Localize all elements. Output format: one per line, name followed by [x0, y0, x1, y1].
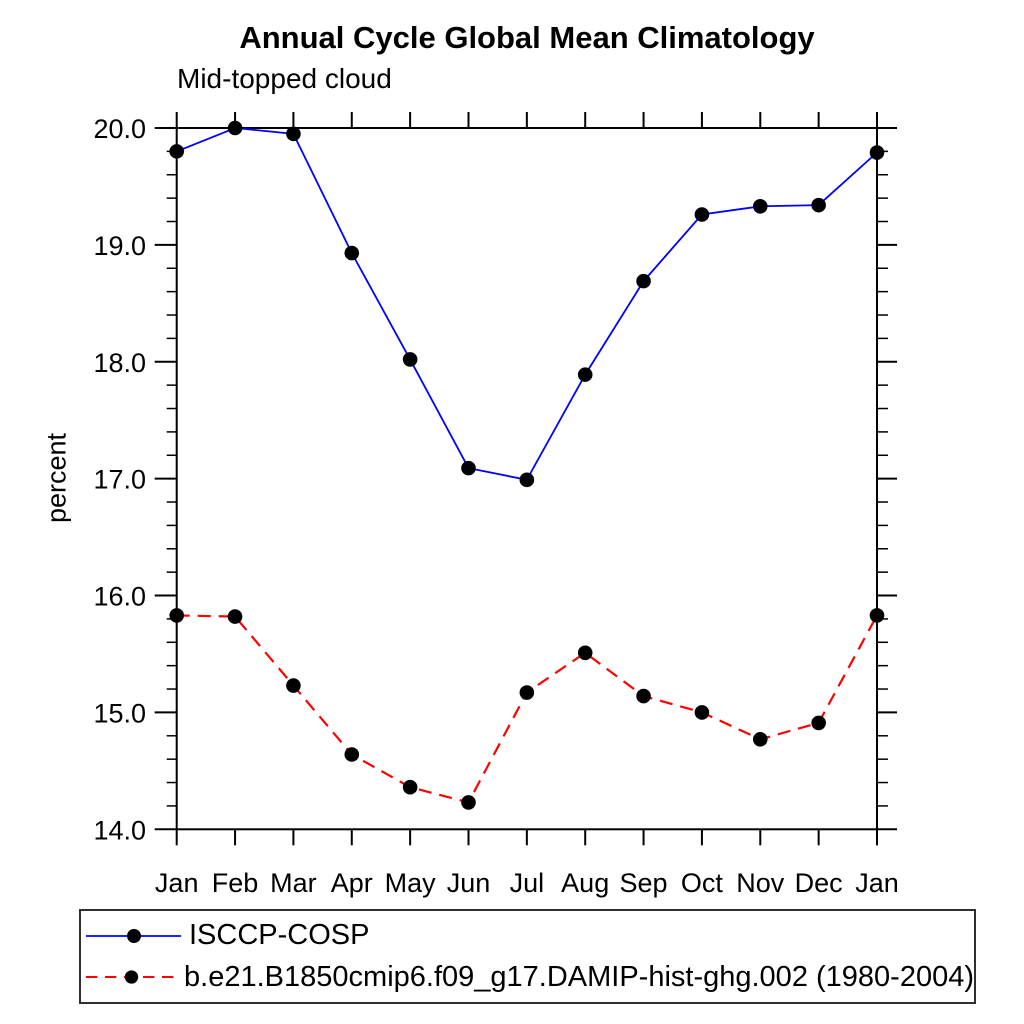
- legend-sample-marker: [124, 970, 139, 984]
- data-point-marker: [344, 245, 360, 261]
- legend-solid-line-sample-icon: [86, 928, 181, 943]
- x-tick-label: Jun: [447, 868, 491, 898]
- data-point-marker: [636, 273, 651, 289]
- legend-dashed-line-sample-icon: [85, 970, 177, 984]
- x-tick-label: Mar: [270, 868, 317, 898]
- x-tick-label: May: [385, 868, 437, 898]
- data-point-marker: [752, 731, 768, 747]
- legend-item-model-run: b.e21.B1850cmip6.f09_g17.DAMIP-hist-ghg.…: [84, 960, 974, 994]
- y-tick-label: 18.0: [93, 348, 146, 378]
- x-tick-label: Oct: [681, 868, 724, 898]
- data-point-marker: [402, 779, 418, 795]
- y-tick-label: 15.0: [93, 698, 146, 728]
- y-tick-label: 20.0: [93, 114, 146, 144]
- data-point-marker: [461, 795, 476, 810]
- y-tick-label: 19.0: [93, 231, 146, 261]
- legend-box: ISCCP-COSP b.e21.B1850cmip6.f09_g17.DAMI…: [79, 909, 976, 1004]
- data-point-marker: [694, 207, 710, 222]
- legend-label-isccp-cosp: ISCCP-COSP: [189, 919, 370, 952]
- y-tick-label: 14.0: [93, 815, 146, 845]
- data-point-marker: [286, 126, 301, 142]
- x-tick-label: Jul: [510, 868, 545, 898]
- x-tick-label: Jan: [855, 868, 899, 898]
- y-tick-label: 17.0: [93, 465, 146, 495]
- chart-title: Annual Cycle Global Mean Climatology: [239, 20, 815, 55]
- legend-item-isccp-cosp: ISCCP-COSP: [84, 919, 974, 953]
- data-point-marker: [869, 145, 885, 160]
- x-tick-label: Nov: [736, 868, 785, 898]
- data-point-marker: [752, 199, 768, 214]
- data-point-marker: [461, 460, 476, 476]
- data-point-marker: [227, 609, 243, 624]
- data-point-marker: [694, 705, 710, 720]
- x-tick-label: Apr: [331, 868, 373, 898]
- data-point-marker: [577, 367, 593, 382]
- data-point-marker: [869, 608, 885, 623]
- chart-subtitle: Mid-topped cloud: [177, 63, 392, 94]
- data-point-marker: [519, 472, 535, 488]
- data-point-marker: [344, 747, 360, 762]
- data-point-marker: [811, 715, 826, 731]
- data-point-marker: [636, 688, 651, 704]
- series-line-model-run: [176, 614, 878, 804]
- legend-label-model-run: b.e21.B1850cmip6.f09_g17.DAMIP-hist-ghg.…: [184, 960, 974, 993]
- data-point-marker: [519, 685, 535, 700]
- series-line-isccp-cosp: [176, 127, 878, 481]
- x-tick-label: Jan: [155, 868, 199, 898]
- data-point-marker: [577, 645, 593, 661]
- x-tick-label: Feb: [212, 868, 259, 898]
- legend-sample-marker: [127, 928, 141, 943]
- data-point-marker: [169, 144, 184, 159]
- data-point-marker: [169, 608, 184, 623]
- data-point-marker: [286, 678, 301, 693]
- x-tick-label: Dec: [795, 868, 843, 898]
- x-tick-label: Aug: [561, 868, 609, 898]
- data-point-marker: [227, 120, 243, 136]
- y-tick-label: 16.0: [93, 582, 146, 612]
- x-tick-label: Sep: [620, 868, 668, 898]
- data-point-marker: [402, 352, 418, 367]
- data-point-marker: [811, 197, 826, 213]
